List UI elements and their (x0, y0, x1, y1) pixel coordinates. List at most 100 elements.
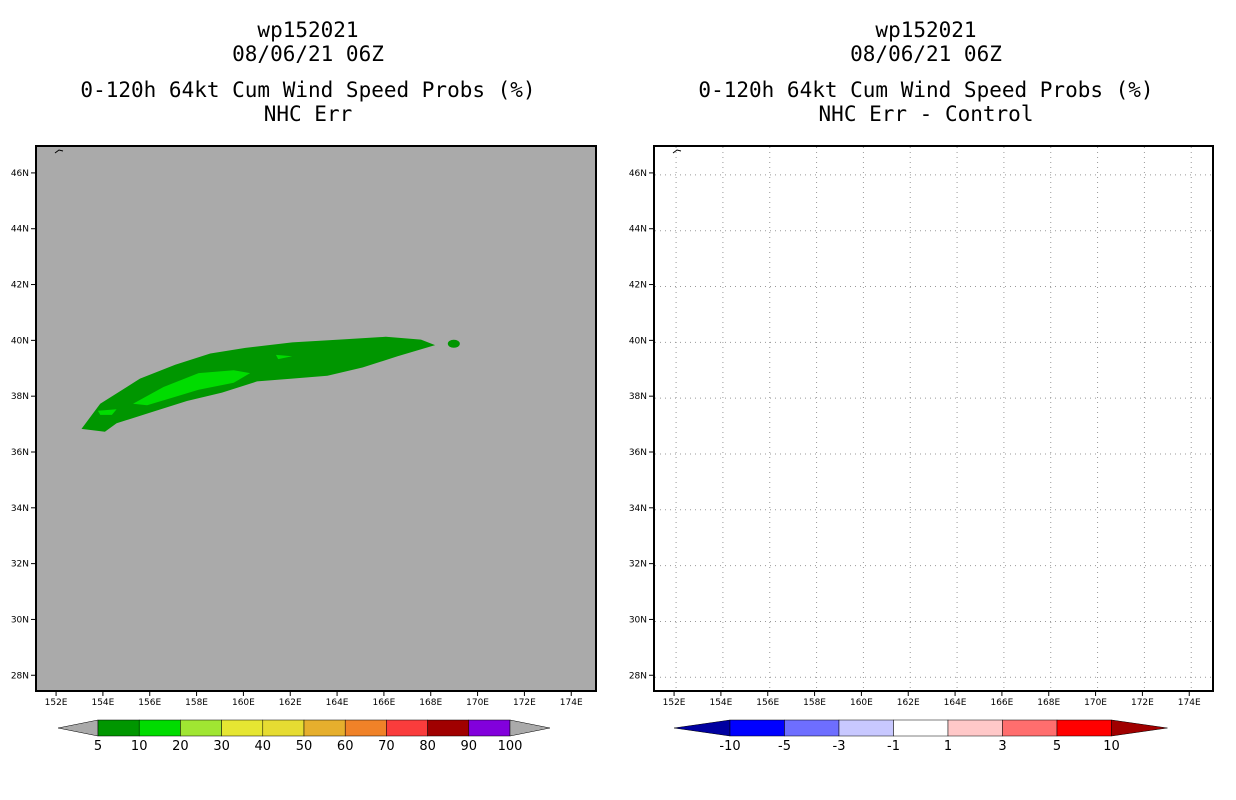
left-xtick-label: 172E (513, 698, 536, 708)
left-xtick-label: 174E (560, 698, 583, 708)
colorbar-label: 100 (498, 739, 523, 754)
left-ytick-label: 30N (11, 615, 29, 625)
right-xtick-label: 158E (803, 698, 826, 708)
left-ytick-label: 34N (11, 504, 29, 514)
colorbar-label: 1 (944, 739, 952, 754)
colorbar-swatch (1056, 719, 1112, 737)
right-ytick-label: 36N (629, 448, 647, 458)
swath-5-percent-island (447, 339, 460, 348)
colorbar-label: 5 (1053, 739, 1061, 754)
right-colorbar: -10 -5 -3 -1 1 3 5 10 (673, 719, 1168, 754)
right-xtick-label: 168E (1037, 698, 1060, 708)
left-ytick-label: 36N (11, 448, 29, 458)
right-coastline-fragment (672, 149, 682, 154)
swath-10-percent (133, 370, 251, 406)
right-ytick-label: 46N (629, 169, 647, 179)
right-xtick-label: 172E (1131, 698, 1154, 708)
colorbar-swatch (180, 719, 222, 737)
right-xtick-label: 152E (663, 698, 686, 708)
colorbar-label: -3 (833, 739, 846, 754)
left-coastline-fragment (54, 149, 64, 154)
left-xtick-label: 158E (185, 698, 208, 708)
right-panel-title: wp152021 08/06/21 06Z 0-120h 64kt Cum Wind… (626, 18, 1226, 126)
colorbar-swatch (427, 719, 470, 737)
left-xtick-label: 162E (279, 698, 302, 708)
colorbar-swatch (262, 719, 305, 737)
right-ytick-label: 40N (629, 336, 647, 346)
left-ytick-label: 44N (11, 225, 29, 235)
colorbar-swatch (1002, 719, 1058, 737)
left-title-line-3: 0-120h 64kt Cum Wind Speed Probs (%) (80, 78, 536, 102)
colorbar-left-triangle (57, 719, 99, 737)
right-ytick-label: 42N (629, 281, 647, 291)
right-ytick-label: 44N (629, 225, 647, 235)
left-axes: 28N 30N 32N 34N 36N 38N 40N 42N 44N 46N 152E 154E 15… (11, 169, 583, 708)
right-title-line-1: wp152021 (875, 18, 977, 42)
right-map-panel (653, 145, 1214, 692)
right-title-line-4: NHC Err - Control (818, 102, 1034, 126)
right-ytick-label: 28N (629, 671, 647, 681)
colorbar-label: 60 (337, 739, 354, 754)
right-xtick-label: 162E (897, 698, 920, 708)
colorbar-swatch (221, 719, 264, 737)
left-xtick-label: 168E (419, 698, 442, 708)
left-ytick-label: 38N (11, 392, 29, 402)
colorbar-swatch (386, 719, 428, 737)
left-xtick-label: 166E (372, 698, 395, 708)
right-ytick-label: 38N (629, 392, 647, 402)
left-xtick-label: 164E (326, 698, 349, 708)
right-axes: 28N 30N 32N 34N 36N 38N 40N 42N 44N 46N 152E 154E 15… (629, 169, 1201, 708)
colorbar-swatch (344, 719, 387, 737)
colorbar-swatch (838, 719, 894, 737)
right-ytick-label: 30N (629, 615, 647, 625)
right-xtick-label: 164E (944, 698, 967, 708)
left-ytick-label: 46N (11, 169, 29, 179)
colorbar-swatch (947, 719, 1003, 737)
colorbar-label: -5 (778, 739, 791, 754)
right-xtick-label: 174E (1178, 698, 1201, 708)
right-map-background (655, 147, 1212, 690)
right-ytick-label: 34N (629, 504, 647, 514)
right-xtick-label: 156E (756, 698, 779, 708)
colorbar-label: -1 (887, 739, 900, 754)
left-xtick-label: 152E (45, 698, 68, 708)
right-title-line-3: 0-120h 64kt Cum Wind Speed Probs (%) (698, 78, 1154, 102)
colorbar-label: 70 (378, 739, 395, 754)
right-title-line-2: 08/06/21 06Z (850, 42, 1002, 66)
left-ytick-label: 32N (11, 560, 29, 570)
right-xtick-label: 160E (850, 698, 873, 708)
colorbar-swatch (97, 719, 140, 737)
colorbar-label: 90 (461, 739, 478, 754)
left-panel-title: wp152021 08/06/21 06Z 0-120h 64kt Cum Wind… (8, 18, 608, 126)
left-xtick-label: 154E (91, 698, 114, 708)
left-xtick-label: 160E (232, 698, 255, 708)
colorbar-label: 10 (1103, 739, 1120, 754)
left-title-line-2: 08/06/21 06Z (232, 42, 384, 66)
swath-10-percent-small-2 (275, 354, 293, 360)
left-title-line-1: wp152021 (257, 18, 359, 42)
left-ytick-label: 42N (11, 281, 29, 291)
swath-10-percent-small (97, 409, 117, 415)
colorbar-label: 5 (94, 739, 102, 754)
colorbar-right-triangle (1111, 719, 1168, 737)
colorbar-label: 80 (419, 739, 436, 754)
colorbar-swatch (303, 719, 346, 737)
right-xtick-label: 166E (990, 698, 1013, 708)
left-xtick-label: 170E (466, 698, 489, 708)
left-colorbar: 5 10 20 30 40 50 60 70 80 90 100 (57, 719, 551, 754)
colorbar-label: 50 (296, 739, 313, 754)
left-ytick-label: 28N (11, 671, 29, 681)
colorbar-swatch (784, 719, 840, 737)
colorbar-swatch (893, 719, 949, 737)
colorbar-swatch (468, 719, 511, 737)
left-title-line-4: NHC Err (263, 102, 353, 126)
left-xtick-label: 156E (138, 698, 161, 708)
right-ytick-label: 32N (629, 560, 647, 570)
left-map-panel (35, 145, 597, 692)
colorbar-left-triangle (673, 719, 731, 737)
colorbar-label: 20 (172, 739, 189, 754)
right-xtick-label: 170E (1084, 698, 1107, 708)
colorbar-label: 3 (998, 739, 1006, 754)
colorbar-swatch (138, 719, 181, 737)
colorbar-label: 30 (213, 739, 230, 754)
